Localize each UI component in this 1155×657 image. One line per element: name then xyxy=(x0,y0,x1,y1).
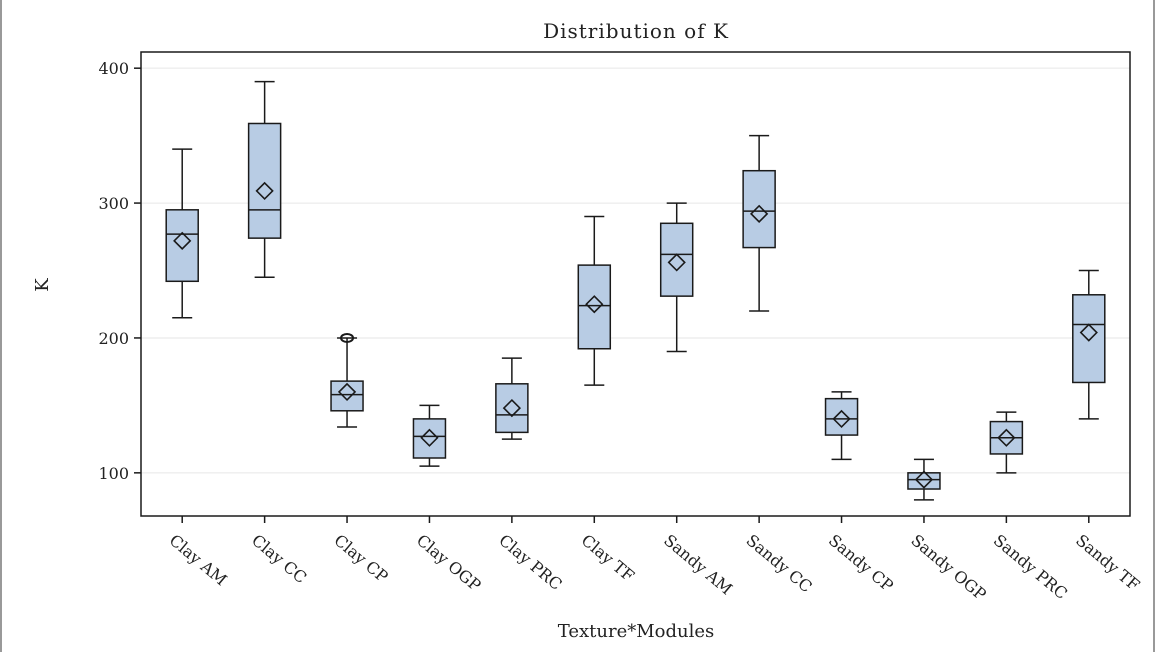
mean-marker xyxy=(420,428,439,447)
box-iqr xyxy=(165,209,199,283)
box-group xyxy=(742,134,776,312)
mean-marker xyxy=(832,409,851,429)
outlier-point xyxy=(340,332,355,343)
box-group xyxy=(330,332,364,428)
box-iqr xyxy=(1072,294,1106,384)
box-group xyxy=(989,411,1024,474)
box-group xyxy=(659,202,694,353)
mean-marker xyxy=(337,382,357,402)
box-iqr xyxy=(495,383,529,434)
box-group xyxy=(247,80,282,279)
box-group xyxy=(577,215,612,386)
box-group xyxy=(412,404,447,467)
box-iqr xyxy=(412,418,447,459)
mean-marker xyxy=(585,295,604,314)
mean-marker xyxy=(914,470,934,489)
box-group xyxy=(165,148,199,319)
box-iqr xyxy=(247,122,282,239)
x-axis-label: Texture*Modules xyxy=(558,621,715,642)
box-iqr xyxy=(907,472,941,490)
mean-marker xyxy=(173,231,192,250)
box-group xyxy=(907,458,941,501)
chart-title: Distribution of K xyxy=(543,19,729,43)
mean-marker xyxy=(997,428,1016,447)
grid-lines xyxy=(141,67,1130,474)
mean-marker xyxy=(667,253,686,272)
box-group xyxy=(495,357,529,440)
box-group xyxy=(824,391,859,461)
box-group xyxy=(1072,269,1106,420)
y-tick-label: 100 xyxy=(98,464,129,483)
box-iqr xyxy=(742,169,776,249)
mean-marker xyxy=(749,204,769,223)
mean-marker xyxy=(255,181,274,201)
box-iqr xyxy=(659,222,694,297)
plot-area-frame xyxy=(140,51,1131,517)
y-tick-label: 400 xyxy=(98,59,129,78)
mean-marker xyxy=(1079,323,1098,342)
box-iqr xyxy=(330,380,364,412)
mean-marker xyxy=(502,398,522,418)
box-iqr xyxy=(824,397,859,436)
y-axis-label: K xyxy=(32,278,53,292)
boxes-layer xyxy=(165,80,1106,501)
y-tick-label: 200 xyxy=(98,329,129,348)
y-tick-label: 300 xyxy=(98,194,129,213)
box-iqr xyxy=(577,264,612,350)
